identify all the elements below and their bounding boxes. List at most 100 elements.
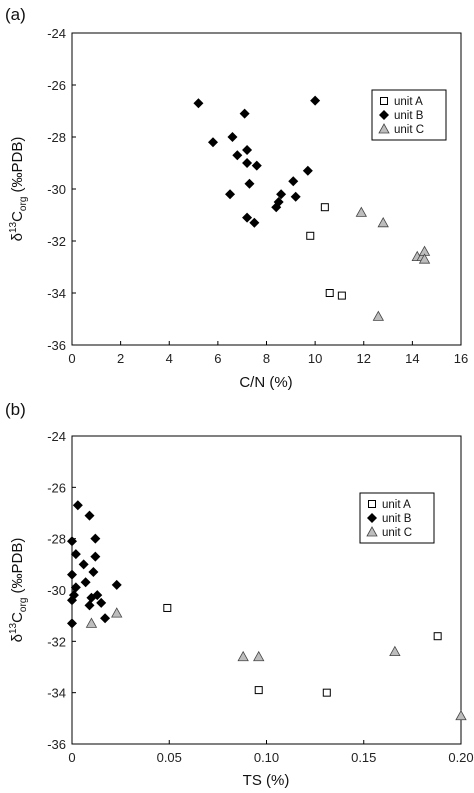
data-point-unit-c: [455, 709, 467, 721]
legend-marker-unit-c: [378, 123, 390, 134]
panel-a-plot-frame: [71, 32, 462, 346]
x-tick-label: 0: [68, 351, 75, 366]
data-point-unit-b: [67, 569, 77, 580]
y-tick-label: -26: [47, 480, 66, 495]
legend-marker-unit-a: [380, 97, 388, 105]
data-point-unit-b: [242, 212, 253, 223]
panel-a-xlabel: C/N (%): [239, 374, 292, 391]
data-point-unit-b: [67, 595, 77, 606]
data-point-unit-b: [193, 98, 204, 109]
data-point-unit-b: [249, 217, 260, 228]
y-tick-label: -28: [47, 130, 66, 145]
panel-b-legend: unit A unit B unit C: [359, 492, 435, 544]
panel-b-plot-frame: [71, 435, 462, 745]
data-point-unit-b: [96, 597, 107, 608]
panel-a-label: (a): [5, 5, 26, 24]
data-point-unit-b: [90, 533, 101, 544]
data-point-unit-b: [302, 165, 313, 176]
legend-marker-unit-a: [368, 500, 376, 508]
panel-a-ylabel: δ13Corg (‰PDB): [8, 137, 29, 242]
panel-a-ticks: 0 2 4 6 8 10 12 14 16 -24 -26 -28 -30 -32 -34 -36: [47, 26, 468, 366]
data-point-unit-a: [254, 686, 263, 695]
x-tick-label: 6: [214, 351, 221, 366]
data-point-unit-c: [253, 650, 265, 662]
y-tick-label: -30: [47, 583, 66, 598]
data-point-unit-b: [78, 559, 89, 570]
data-point-unit-b: [271, 202, 282, 213]
data-point-unit-c: [111, 607, 123, 618]
data-point-unit-b: [208, 137, 219, 148]
data-point-unit-a: [322, 688, 331, 697]
data-point-unit-b: [242, 158, 253, 168]
x-tick-label: 14: [405, 351, 419, 366]
x-tick-label: 2: [117, 351, 124, 366]
data-point-unit-c: [372, 310, 385, 321]
legend-label: unit B: [394, 110, 424, 122]
data-point-unit-b: [90, 551, 101, 562]
data-point-unit-b: [232, 150, 243, 161]
x-tick-label: 4: [166, 351, 173, 366]
y-tick-label: -36: [47, 338, 66, 353]
data-point-unit-b: [244, 178, 255, 189]
data-point-unit-b: [251, 160, 262, 171]
legend-marker-unit-b: [367, 513, 377, 523]
data-point-unit-b: [72, 500, 83, 511]
data-point-unit-c: [389, 645, 401, 656]
data-point-unit-a: [325, 289, 334, 297]
data-point-unit-b: [70, 549, 81, 560]
y-tick-label: -34: [47, 286, 66, 301]
y-tick-label: -24: [47, 26, 66, 41]
x-tick-label: 0: [68, 750, 75, 765]
data-point-unit-b: [227, 132, 238, 142]
data-point-unit-a: [433, 632, 442, 641]
x-tick-label: 0.15: [351, 750, 376, 765]
panel-b-ticks: 0 0.05 0.10 0.15 0.20 -24 -26 -28 -30 -32 -34 -36: [47, 429, 473, 765]
x-tick-label: 8: [263, 351, 270, 366]
data-point-unit-b: [84, 600, 95, 611]
x-tick-label: 16: [454, 351, 468, 366]
data-point-unit-c: [85, 617, 98, 628]
data-point-unit-b: [67, 536, 77, 547]
y-tick-label: -28: [47, 532, 66, 547]
data-point-unit-a: [337, 291, 346, 300]
panel-b-label: (b): [5, 400, 26, 419]
data-point-unit-b: [100, 613, 111, 624]
legend-label: unit C: [394, 124, 424, 136]
panel-a: (a) 0 2 4 6 8 10 12 14 16 -24 -26 -28 -30 -32 -34 -36 u…: [5, 5, 468, 391]
panel-a-marks: [193, 95, 431, 321]
legend-label: unit A: [394, 96, 423, 108]
data-point-unit-c: [418, 253, 431, 264]
y-tick-label: -26: [47, 78, 66, 93]
data-point-unit-a: [306, 231, 315, 240]
data-point-unit-c: [237, 650, 249, 662]
data-point-unit-b: [276, 189, 287, 200]
y-tick-label: -24: [47, 429, 66, 444]
data-point-unit-c: [355, 206, 367, 217]
x-tick-label: 12: [357, 351, 371, 366]
data-point-unit-b: [86, 592, 97, 603]
data-point-unit-b: [310, 95, 321, 106]
x-tick-label: 10: [308, 351, 322, 366]
legend-label: unit B: [382, 513, 412, 525]
panel-a-legend: unit A unit B unit C: [371, 89, 447, 141]
data-point-unit-b: [70, 582, 81, 593]
data-point-unit-b: [225, 189, 236, 200]
data-point-unit-b: [84, 510, 95, 521]
data-point-unit-b: [88, 567, 99, 578]
legend-marker-unit-b: [379, 110, 389, 120]
data-point-unit-b: [288, 176, 299, 187]
panel-b: (b) 0 0.05 0.10 0.15 0.20 -24 -26 -28 -30 -32 -34 -…: [5, 400, 474, 789]
data-point-unit-b: [290, 191, 301, 202]
legend-label: unit C: [382, 527, 412, 539]
data-point-unit-b: [239, 108, 250, 119]
legend-label: unit A: [382, 499, 411, 511]
data-point-unit-b: [242, 145, 253, 155]
panel-b-ylabel: δ13Corg (‰PDB): [8, 538, 29, 643]
x-tick-label: 0.05: [157, 750, 182, 765]
y-tick-label: -30: [47, 182, 66, 197]
x-tick-label: 0.20: [448, 750, 473, 765]
data-point-unit-b: [80, 577, 91, 588]
data-point-unit-b: [67, 618, 77, 629]
data-point-unit-c: [377, 216, 389, 228]
